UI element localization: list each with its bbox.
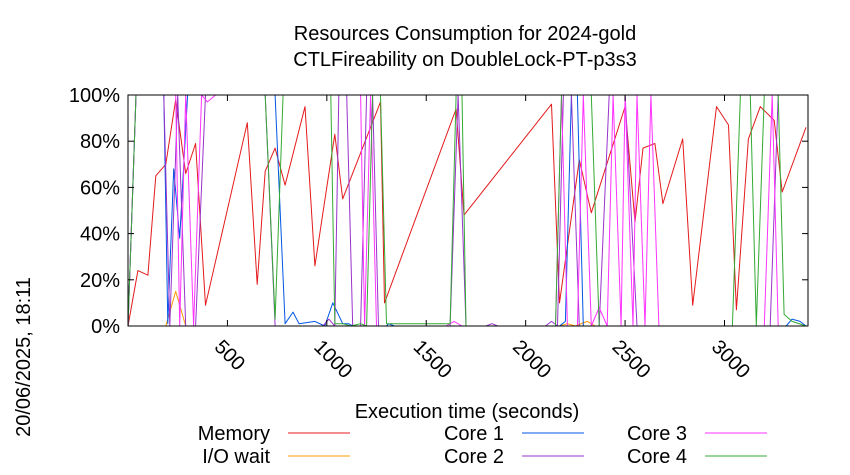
y-tick-label: 80% bbox=[80, 131, 120, 153]
chart-title: Resources Consumption for 2024-gold bbox=[294, 23, 636, 45]
legend-label: Core 3 bbox=[627, 423, 687, 445]
x-tick-label: 2000 bbox=[508, 336, 555, 383]
chart-subtitle: CTLFireability on DoubleLock-PT-p3s3 bbox=[293, 49, 637, 71]
y-tick-label: 100% bbox=[69, 85, 120, 107]
series-line-memory bbox=[127, 99, 807, 327]
timestamp-label: 20/06/2025, 18:11 bbox=[13, 277, 35, 437]
plot-frame bbox=[127, 94, 809, 327]
legend-label: I/O wait bbox=[202, 446, 270, 468]
series-line-i-o-wait bbox=[128, 290, 806, 327]
y-tick-label: 20% bbox=[80, 270, 120, 292]
series-line-core-3 bbox=[127, 94, 806, 327]
y-tick-label: 40% bbox=[80, 224, 120, 246]
x-tick-label: 1000 bbox=[309, 336, 356, 383]
x-tick-label: 1500 bbox=[409, 336, 456, 383]
y-tick-label: 0% bbox=[91, 316, 120, 338]
legend-label: Core 2 bbox=[444, 446, 504, 468]
legend-label: Core 4 bbox=[627, 446, 687, 468]
x-tick-label: 500 bbox=[210, 336, 249, 375]
y-tick-label: 60% bbox=[80, 177, 120, 199]
legend-label: Core 1 bbox=[444, 423, 504, 445]
x-axis-label: Execution time (seconds) bbox=[355, 401, 580, 423]
x-tick-label: 2500 bbox=[608, 336, 655, 383]
legend-label: Memory bbox=[198, 423, 270, 445]
x-tick-label: 3000 bbox=[707, 336, 754, 383]
